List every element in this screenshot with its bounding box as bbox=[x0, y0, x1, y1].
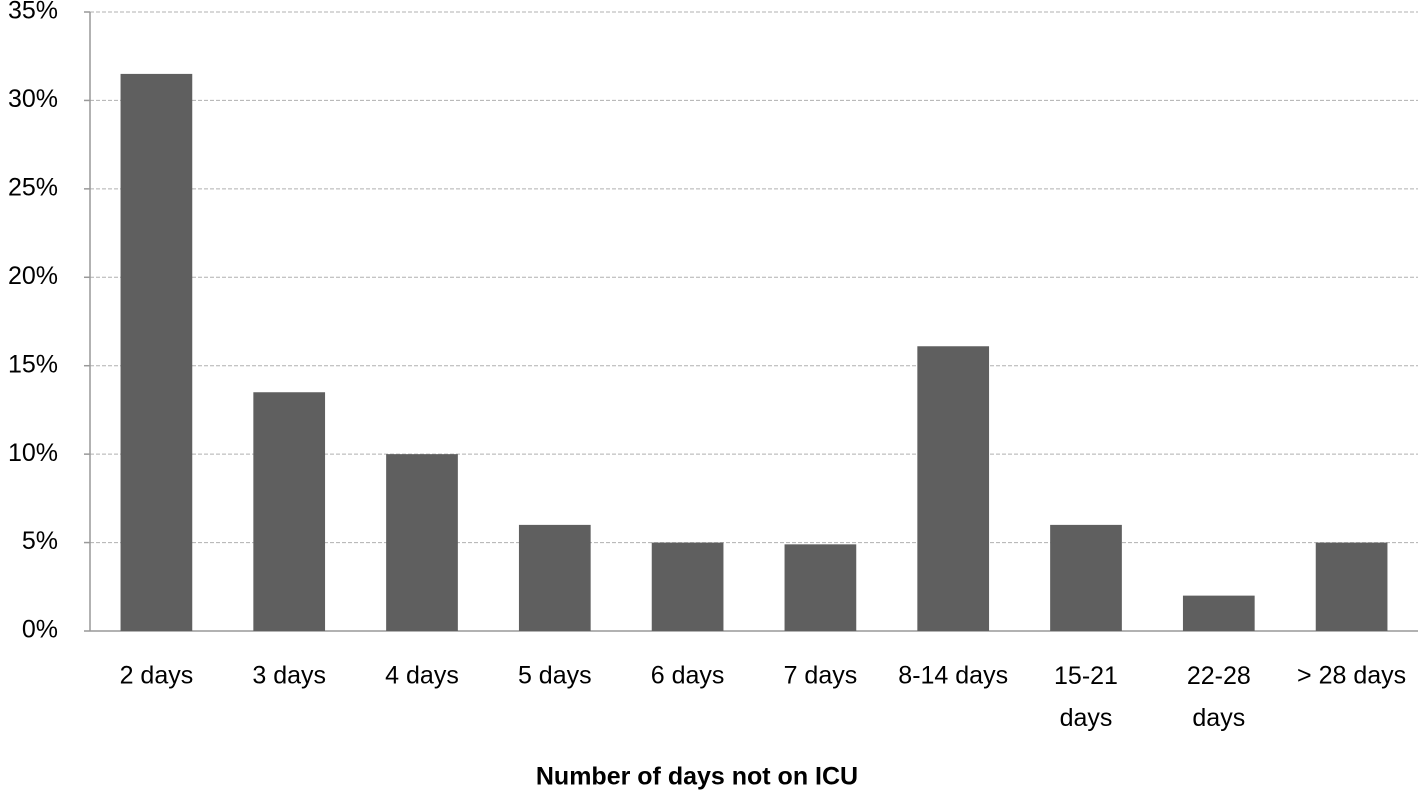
y-tick-label: 0% bbox=[22, 616, 58, 644]
bar bbox=[120, 73, 193, 631]
y-tick-label: 20% bbox=[8, 262, 58, 290]
x-tick-label: 22-28 days bbox=[1187, 662, 1251, 732]
bar bbox=[386, 454, 458, 631]
y-tick-label: 30% bbox=[8, 85, 58, 113]
bar bbox=[1182, 595, 1255, 631]
x-tick-label: 4 days bbox=[385, 662, 459, 690]
y-tick-label: 5% bbox=[22, 527, 58, 555]
x-axis-title: Number of days not on ICU bbox=[536, 763, 858, 791]
y-tick-label: 35% bbox=[8, 0, 58, 25]
x-tick-label: 6 days bbox=[651, 662, 725, 690]
x-tick-label: 5 days bbox=[518, 662, 592, 690]
bar bbox=[784, 544, 857, 631]
x-tick-label: 15-21 days bbox=[1054, 662, 1118, 732]
y-tick-label: 15% bbox=[8, 350, 58, 378]
y-tick-label: 10% bbox=[8, 439, 58, 467]
x-tick-label: 3 days bbox=[252, 662, 326, 690]
bar bbox=[651, 542, 724, 631]
bar bbox=[253, 392, 326, 631]
x-tick-label: 2 days bbox=[120, 662, 194, 690]
x-tick-label: > 28 days bbox=[1297, 662, 1406, 690]
bar bbox=[1315, 542, 1388, 631]
bar bbox=[1050, 524, 1122, 631]
bar bbox=[917, 346, 990, 631]
y-tick-label: 25% bbox=[8, 173, 58, 201]
x-tick-label: 8-14 days bbox=[898, 662, 1008, 690]
x-tick-label: 7 days bbox=[784, 662, 858, 690]
bar bbox=[518, 524, 591, 631]
